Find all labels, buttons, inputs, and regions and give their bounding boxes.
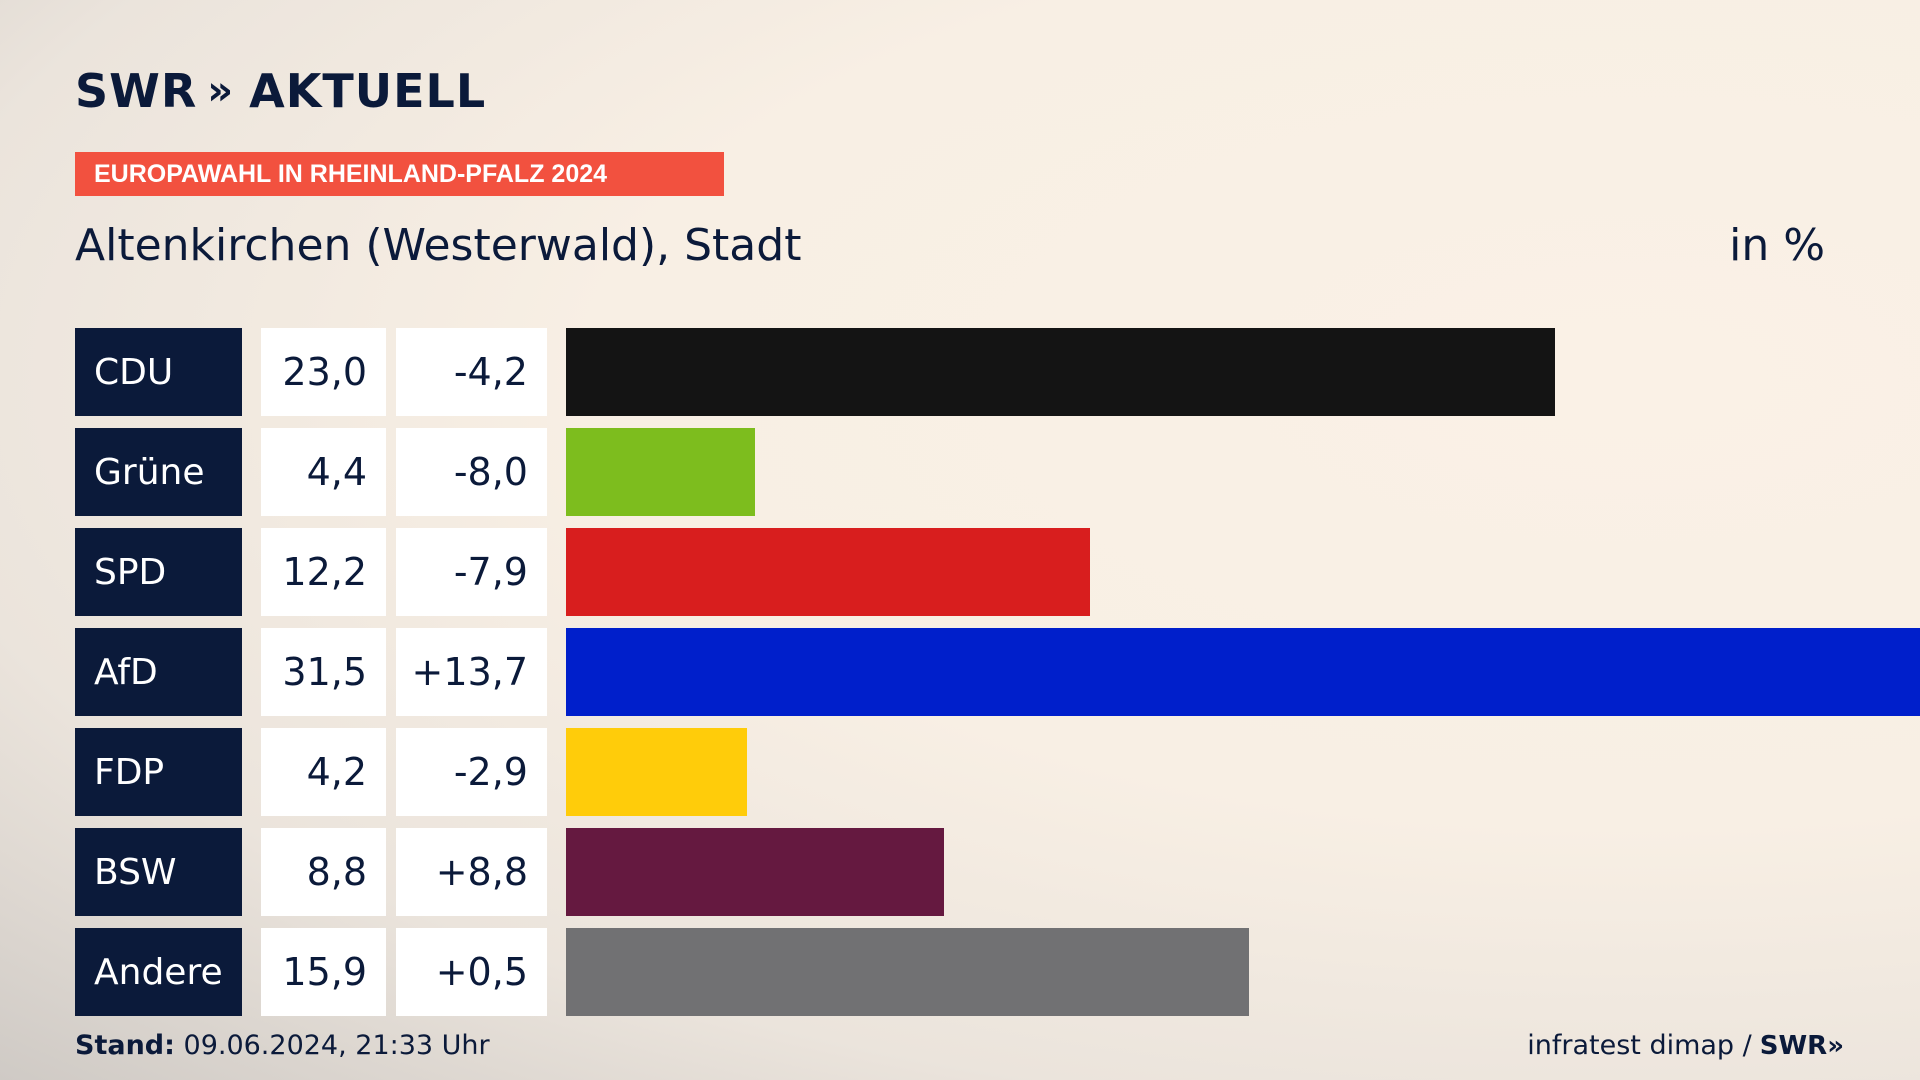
vote-share-value: 12,2 [261, 528, 386, 616]
result-row: Andere 15,9 +0,5 [75, 928, 1920, 1016]
source-text: infratest dimap / [1527, 1030, 1752, 1061]
vote-share-value: 4,4 [261, 428, 386, 516]
timestamp: Stand: 09.06.2024, 21:33 Uhr [75, 1030, 490, 1061]
result-row: CDU 23,0 -4,2 [75, 328, 1920, 416]
logo-swr-text: SWR [75, 64, 198, 118]
swr-footer-logo: SWR» [1759, 1030, 1844, 1061]
vote-share-value: 31,5 [261, 628, 386, 716]
change-value: +13,7 [396, 628, 547, 716]
change-value: -7,9 [396, 528, 547, 616]
swr-aktuell-logo: SWR » AKTUELL [75, 64, 486, 118]
party-label: AfD [75, 628, 242, 716]
party-label: BSW [75, 828, 242, 916]
election-tag: EUROPAWAHL IN RHEINLAND-PFALZ 2024 [75, 152, 724, 196]
change-value: -8,0 [396, 428, 547, 516]
change-value: +8,8 [396, 828, 547, 916]
result-bar [566, 628, 1920, 716]
stand-label: Stand: [75, 1030, 175, 1061]
party-label: Grüne [75, 428, 242, 516]
result-bar [566, 328, 1555, 416]
party-label: Andere [75, 928, 242, 1016]
change-value: -2,9 [396, 728, 547, 816]
unit-label: in % [1729, 220, 1825, 271]
party-label: SPD [75, 528, 242, 616]
result-row: BSW 8,8 +8,8 [75, 828, 1920, 916]
result-bar [566, 828, 944, 916]
vote-share-value: 23,0 [261, 328, 386, 416]
vote-share-value: 8,8 [261, 828, 386, 916]
result-row: SPD 12,2 -7,9 [75, 528, 1920, 616]
party-label: FDP [75, 728, 242, 816]
result-bar [566, 528, 1090, 616]
logo-product-text: AKTUELL [249, 64, 487, 118]
region-title: Altenkirchen (Westerwald), Stadt [75, 220, 802, 271]
vote-share-value: 15,9 [261, 928, 386, 1016]
change-value: -4,2 [396, 328, 547, 416]
result-row: AfD 31,5 +13,7 [75, 628, 1920, 716]
result-bar [566, 928, 1249, 1016]
result-bar [566, 428, 755, 516]
party-label: CDU [75, 328, 242, 416]
stand-value: 09.06.2024, 21:33 Uhr [183, 1030, 490, 1061]
source-credit: infratest dimap / SWR» [1527, 1030, 1844, 1061]
change-value: +0,5 [396, 928, 547, 1016]
result-row: Grüne 4,4 -8,0 [75, 428, 1920, 516]
vote-share-value: 4,2 [261, 728, 386, 816]
result-bar [566, 728, 747, 816]
result-row: FDP 4,2 -2,9 [75, 728, 1920, 816]
